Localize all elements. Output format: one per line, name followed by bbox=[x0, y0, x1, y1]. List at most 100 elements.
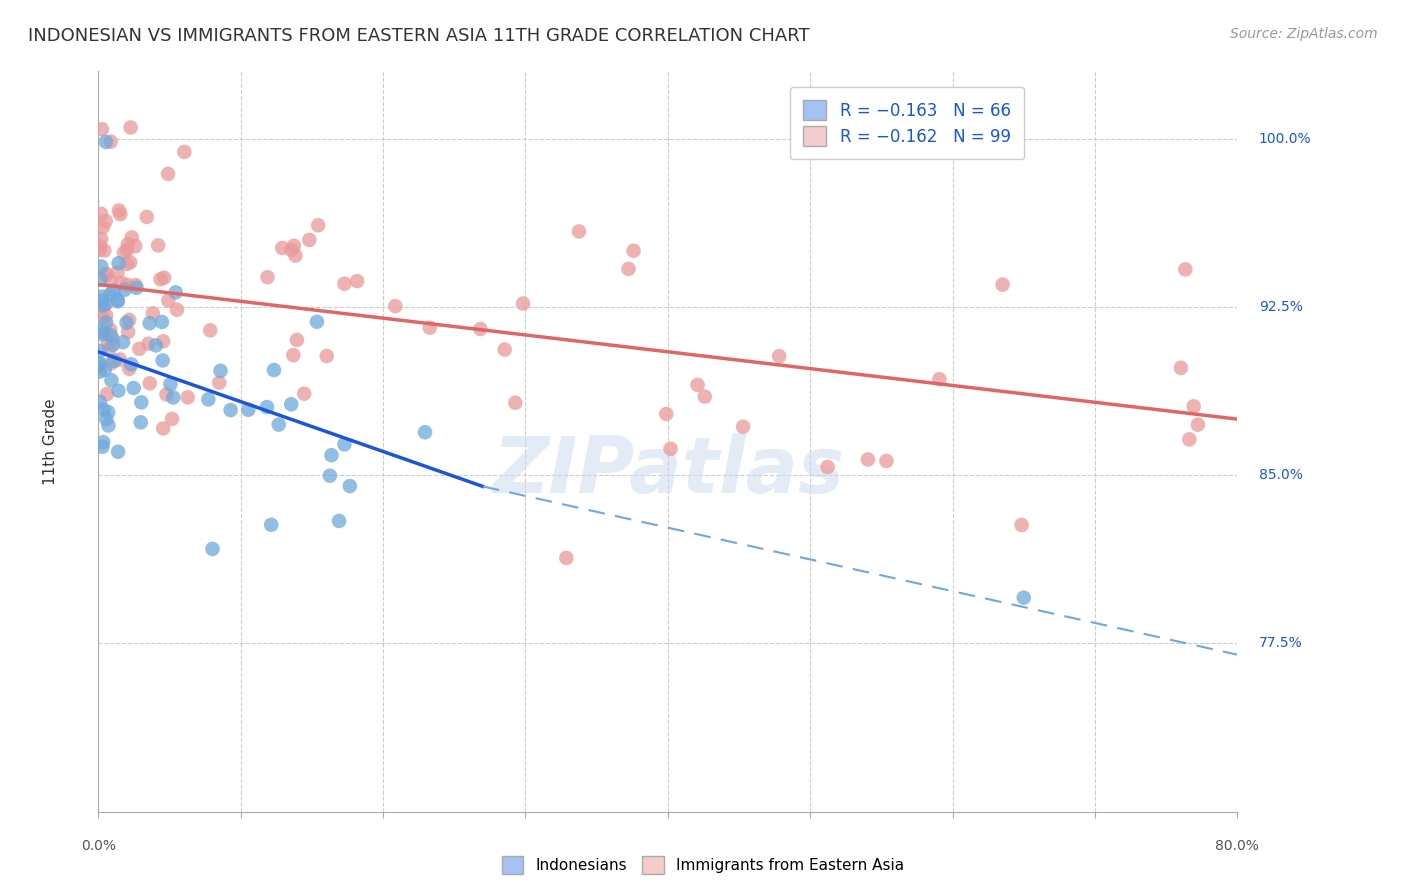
Point bbox=[150, 315, 173, 329]
Point bbox=[96, 267, 118, 281]
Point bbox=[110, 207, 132, 221]
Point bbox=[142, 306, 165, 320]
Point bbox=[1178, 433, 1201, 447]
Point bbox=[292, 386, 315, 401]
Text: 85.0%: 85.0% bbox=[1258, 468, 1302, 483]
Point bbox=[155, 387, 177, 401]
Point bbox=[94, 214, 117, 228]
Point bbox=[267, 417, 290, 432]
Point bbox=[98, 323, 121, 337]
Text: 11th Grade: 11th Grade bbox=[44, 398, 58, 485]
Point bbox=[285, 333, 308, 347]
Point bbox=[89, 356, 111, 370]
Point bbox=[131, 395, 153, 409]
Point bbox=[333, 277, 356, 291]
Point bbox=[90, 272, 112, 286]
Point bbox=[115, 316, 138, 330]
Point bbox=[419, 320, 441, 334]
Point bbox=[108, 203, 131, 218]
Point bbox=[165, 285, 187, 300]
Point bbox=[157, 167, 180, 181]
Point bbox=[107, 444, 129, 458]
Point bbox=[93, 244, 115, 258]
Point bbox=[1187, 417, 1209, 432]
Point bbox=[166, 302, 188, 317]
Point bbox=[120, 120, 142, 135]
Point bbox=[101, 331, 124, 345]
Point bbox=[91, 220, 114, 235]
Text: ZIPatlas: ZIPatlas bbox=[492, 434, 844, 509]
Point bbox=[149, 272, 172, 286]
Text: INDONESIAN VS IMMIGRANTS FROM EASTERN ASIA 11TH GRADE CORRELATION CHART: INDONESIAN VS IMMIGRANTS FROM EASTERN AS… bbox=[28, 27, 810, 45]
Point bbox=[623, 244, 645, 258]
Point bbox=[89, 343, 111, 358]
Point bbox=[135, 210, 157, 224]
Point bbox=[93, 402, 115, 417]
Point bbox=[129, 415, 152, 429]
Point bbox=[298, 233, 321, 247]
Text: 77.5%: 77.5% bbox=[1258, 637, 1302, 650]
Point bbox=[100, 135, 122, 149]
Point bbox=[157, 293, 180, 308]
Point bbox=[115, 277, 138, 292]
Point bbox=[307, 218, 329, 232]
Point bbox=[875, 454, 897, 468]
Text: 80.0%: 80.0% bbox=[1215, 838, 1260, 853]
Point bbox=[112, 245, 135, 260]
Point bbox=[107, 384, 129, 398]
Point bbox=[93, 299, 115, 313]
Point bbox=[96, 412, 118, 426]
Point bbox=[159, 377, 181, 392]
Point bbox=[346, 274, 368, 288]
Point bbox=[470, 322, 492, 336]
Point bbox=[1011, 518, 1033, 533]
Point bbox=[1012, 591, 1035, 605]
Point bbox=[1182, 400, 1205, 414]
Point bbox=[209, 364, 232, 378]
Point bbox=[333, 437, 356, 451]
Point bbox=[101, 337, 124, 351]
Point bbox=[413, 425, 436, 440]
Point bbox=[107, 256, 129, 270]
Point bbox=[655, 407, 678, 421]
Point bbox=[90, 232, 112, 246]
Point bbox=[693, 390, 716, 404]
Point bbox=[117, 237, 139, 252]
Point bbox=[91, 435, 114, 450]
Point bbox=[991, 277, 1014, 292]
Text: 92.5%: 92.5% bbox=[1258, 300, 1302, 314]
Point bbox=[90, 122, 112, 136]
Point bbox=[153, 270, 176, 285]
Point bbox=[162, 391, 184, 405]
Point bbox=[319, 468, 342, 483]
Point bbox=[200, 323, 222, 337]
Point bbox=[118, 362, 141, 376]
Point bbox=[238, 402, 260, 417]
Point bbox=[120, 255, 142, 269]
Point bbox=[122, 381, 145, 395]
Point bbox=[733, 419, 755, 434]
Point bbox=[494, 343, 516, 357]
Point bbox=[128, 342, 150, 356]
Point bbox=[263, 363, 285, 377]
Point bbox=[90, 325, 112, 339]
Point bbox=[89, 365, 111, 379]
Point bbox=[90, 207, 112, 221]
Point bbox=[305, 315, 328, 329]
Point bbox=[89, 394, 111, 409]
Point bbox=[617, 261, 640, 276]
Point bbox=[160, 412, 183, 426]
Point bbox=[1170, 360, 1192, 375]
Point bbox=[115, 257, 138, 271]
Point bbox=[103, 284, 125, 298]
Point bbox=[112, 335, 135, 350]
Point bbox=[96, 387, 118, 401]
Point bbox=[138, 316, 160, 330]
Point bbox=[100, 328, 122, 343]
Legend: Indonesians, Immigrants from Eastern Asia: Indonesians, Immigrants from Eastern Asi… bbox=[496, 850, 910, 880]
Point bbox=[91, 327, 114, 342]
Point bbox=[152, 421, 174, 435]
Point bbox=[97, 335, 120, 350]
Point bbox=[107, 293, 129, 307]
Point bbox=[201, 541, 224, 556]
